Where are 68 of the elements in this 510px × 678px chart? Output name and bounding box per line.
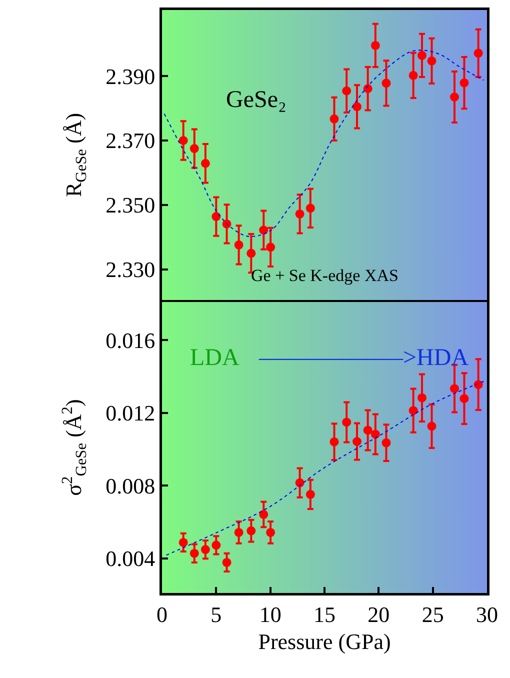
point [342,418,352,427]
point [370,430,380,439]
point [200,158,210,168]
point [222,219,232,228]
point [190,548,199,558]
point [427,56,436,66]
point [474,380,483,390]
point [246,526,256,536]
point [418,393,426,402]
x-tick-label: 0 [156,602,168,627]
y-tick-label: 0.008 [106,473,156,498]
point [259,510,268,519]
point [212,212,221,222]
point [427,422,436,431]
point [330,114,339,124]
point [306,204,315,213]
point [474,48,483,58]
point [306,490,315,499]
point [222,558,232,567]
point [450,92,459,102]
point [266,242,276,252]
y-tick-label: 0.016 [106,328,156,353]
point [178,136,188,145]
point [212,540,221,550]
x-tick-label: 25 [422,602,444,627]
line-series [164,50,484,238]
x-axis-title: Pressure (GPa) [258,629,391,654]
line-series [166,380,486,556]
point [330,437,339,446]
point [363,84,372,94]
point [352,437,362,446]
x-tick-label: 15 [314,602,336,627]
point [178,538,188,547]
y-tick-label: 2.330 [106,257,156,282]
point [190,144,199,154]
point [234,528,244,537]
y-tick-label: 2.390 [106,64,156,89]
point [408,70,418,80]
x-tick-label: 20 [368,602,390,627]
point [266,528,276,537]
y-tick-label: 2.350 [106,192,156,218]
annotation: Ge + Se K-edge XAS [251,266,398,285]
y-tick-label: 2.370 [106,128,156,154]
point [295,478,304,488]
point [460,78,469,88]
y-tick-label: 0.012 [106,400,156,426]
point [259,226,268,235]
point [200,545,210,554]
point [342,86,352,96]
point [370,40,380,50]
point [352,102,362,112]
point [295,209,304,218]
x-tick-label: 10 [259,602,282,627]
annotation: LDA [190,345,240,371]
point [408,406,418,416]
point [234,240,244,250]
annotation: ——————>HDA [258,345,470,371]
y-tick-label: 0.004 [106,546,156,572]
point [363,426,372,435]
x-tick-label: 5 [210,602,222,627]
point [450,384,459,394]
point [246,248,256,258]
point [418,50,426,60]
point [460,394,469,404]
point [382,78,391,88]
annotation: GeSe₂ [226,87,286,113]
x-tick-label: 30 [476,602,498,627]
point [382,438,391,448]
